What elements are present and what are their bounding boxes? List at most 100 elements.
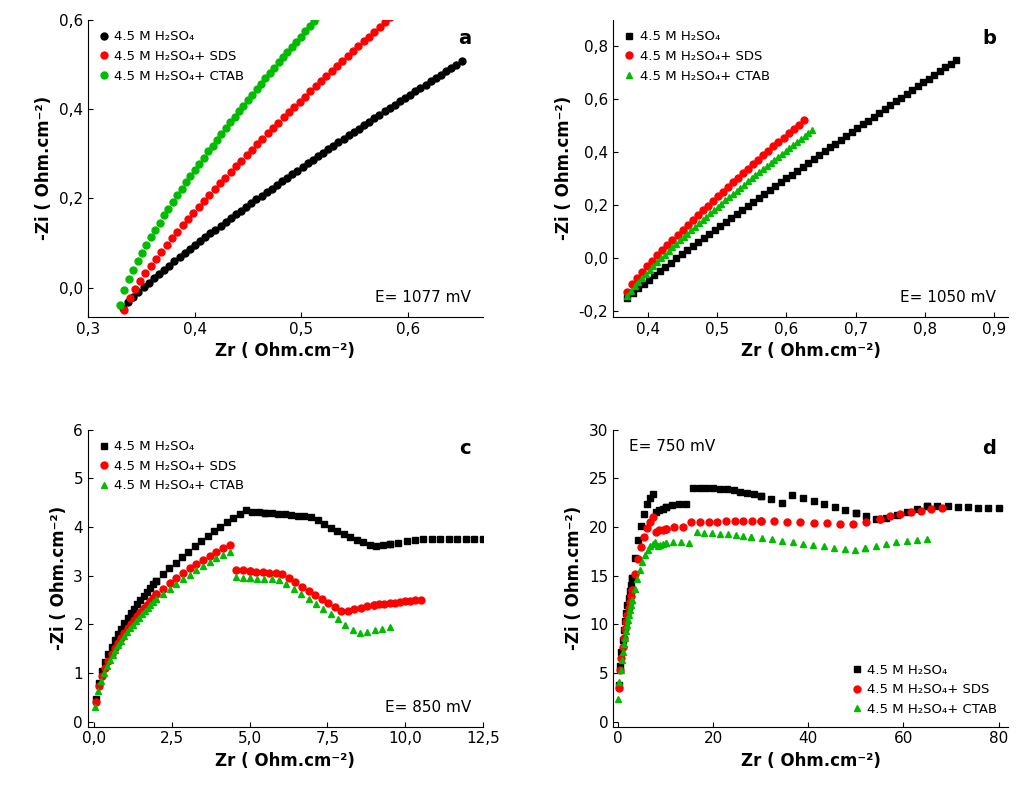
4.5 M H₂SO₄+ CTAB bbox=[700, 212, 712, 222]
4.5 M H₂SO₄+ CTAB bbox=[224, 118, 237, 127]
4.5 M H₂SO₄ bbox=[255, 191, 268, 201]
4.5 M H₂SO₄+ SDS bbox=[692, 210, 704, 220]
4.5 M H₂SO₄+ SDS bbox=[373, 599, 386, 609]
4.5 M H₂SO₄+ SDS bbox=[243, 566, 255, 576]
4.5 M H₂SO₄+ SDS bbox=[196, 555, 209, 565]
4.5 M H₂SO₄+ CTAB bbox=[681, 229, 694, 238]
4.5 M H₂SO₄+ CTAB bbox=[202, 147, 214, 156]
4.5 M H₂SO₄+ CTAB bbox=[636, 273, 648, 283]
4.5 M H₂SO₄ bbox=[635, 521, 647, 530]
4.5 M H₂SO₄+ CTAB bbox=[277, 52, 290, 62]
4.5 M H₂SO₄ bbox=[921, 501, 934, 511]
4.5 M H₂SO₄+ CTAB bbox=[689, 222, 701, 232]
4.5 M H₂SO₄+ CTAB bbox=[295, 32, 307, 41]
Legend: 4.5 M H₂SO₄, 4.5 M H₂SO₄+ SDS, 4.5 M H₂SO₄+ CTAB: 4.5 M H₂SO₄, 4.5 M H₂SO₄+ SDS, 4.5 M H₂S… bbox=[619, 26, 773, 87]
4.5 M H₂SO₄+ CTAB bbox=[674, 236, 687, 245]
4.5 M H₂SO₄ bbox=[118, 619, 130, 628]
4.5 M H₂SO₄+ CTAB bbox=[215, 129, 227, 139]
4.5 M H₂SO₄+ CTAB bbox=[663, 246, 675, 256]
4.5 M H₂SO₄+ CTAB bbox=[285, 42, 298, 52]
Line: 4.5 M H₂SO₄+ CTAB: 4.5 M H₂SO₄+ CTAB bbox=[92, 548, 393, 710]
4.5 M H₂SO₄ bbox=[169, 256, 181, 266]
4.5 M H₂SO₄+ SDS bbox=[874, 514, 886, 523]
4.5 M H₂SO₄+ SDS bbox=[727, 178, 739, 187]
Line: 4.5 M H₂SO₄+ CTAB: 4.5 M H₂SO₄+ CTAB bbox=[624, 126, 816, 300]
4.5 M H₂SO₄+ SDS bbox=[646, 256, 659, 265]
4.5 M H₂SO₄+ SDS bbox=[415, 595, 427, 604]
4.5 M H₂SO₄+ CTAB bbox=[675, 537, 688, 546]
4.5 M H₂SO₄+ CTAB bbox=[696, 215, 708, 225]
4.5 M H₂SO₄ bbox=[266, 508, 278, 518]
4.5 M H₂SO₄+ CTAB bbox=[281, 47, 294, 56]
4.5 M H₂SO₄+ CTAB bbox=[734, 183, 747, 192]
Legend: 4.5 M H₂SO₄, 4.5 M H₂SO₄+ SDS, 4.5 M H₂SO₄+ CTAB: 4.5 M H₂SO₄, 4.5 M H₂SO₄+ SDS, 4.5 M H₂S… bbox=[848, 660, 1002, 720]
4.5 M H₂SO₄+ CTAB bbox=[691, 527, 703, 537]
Line: 4.5 M H₂SO₄+ SDS: 4.5 M H₂SO₄+ SDS bbox=[615, 505, 945, 691]
4.5 M H₂SO₄+ SDS bbox=[224, 168, 237, 177]
4.5 M H₂SO₄+ CTAB bbox=[237, 101, 249, 110]
4.5 M H₂SO₄+ CTAB bbox=[791, 137, 803, 147]
4.5 M H₂SO₄+ CTAB bbox=[114, 300, 126, 310]
4.5 M H₂SO₄+ SDS bbox=[936, 503, 948, 513]
4.5 M H₂SO₄+ SDS bbox=[138, 603, 150, 613]
Line: 4.5 M H₂SO₄: 4.5 M H₂SO₄ bbox=[92, 507, 486, 703]
4.5 M H₂SO₄+ CTAB bbox=[629, 281, 641, 291]
4.5 M H₂SO₄+ CTAB bbox=[180, 178, 192, 187]
4.5 M H₂SO₄+ SDS bbox=[737, 168, 750, 178]
4.5 M H₂SO₄+ CTAB bbox=[704, 209, 717, 218]
Text: E= 850 mV: E= 850 mV bbox=[385, 700, 472, 715]
4.5 M H₂SO₄+ CTAB bbox=[787, 140, 799, 149]
4.5 M H₂SO₄+ CTAB bbox=[632, 277, 644, 287]
4.5 M H₂SO₄ bbox=[240, 505, 252, 515]
4.5 M H₂SO₄ bbox=[141, 587, 153, 596]
4.5 M H₂SO₄+ CTAB bbox=[97, 669, 110, 678]
4.5 M H₂SO₄+ SDS bbox=[404, 596, 417, 606]
4.5 M H₂SO₄+ SDS bbox=[209, 184, 221, 194]
4.5 M H₂SO₄+ CTAB bbox=[764, 158, 777, 168]
4.5 M H₂SO₄+ CTAB bbox=[716, 199, 728, 209]
4.5 M H₂SO₄+ CTAB bbox=[308, 17, 321, 26]
4.5 M H₂SO₄+ SDS bbox=[219, 173, 232, 183]
4.5 M H₂SO₄+ CTAB bbox=[727, 189, 739, 198]
4.5 M H₂SO₄+ SDS bbox=[626, 279, 638, 289]
4.5 M H₂SO₄+ CTAB bbox=[711, 202, 724, 212]
4.5 M H₂SO₄+ CTAB bbox=[730, 186, 742, 195]
4.5 M H₂SO₄+ CTAB bbox=[677, 232, 690, 241]
4.5 M H₂SO₄+ SDS bbox=[717, 187, 729, 196]
Line: 4.5 M H₂SO₄+ CTAB: 4.5 M H₂SO₄+ CTAB bbox=[117, 8, 326, 308]
4.5 M H₂SO₄+ SDS bbox=[651, 251, 664, 260]
4.5 M H₂SO₄+ CTAB bbox=[618, 633, 631, 642]
Text: c: c bbox=[459, 438, 472, 457]
4.5 M H₂SO₄+ CTAB bbox=[291, 37, 303, 46]
4.5 M H₂SO₄+ CTAB bbox=[620, 291, 633, 301]
4.5 M H₂SO₄+ CTAB bbox=[794, 134, 807, 144]
4.5 M H₂SO₄+ CTAB bbox=[162, 204, 175, 214]
4.5 M H₂SO₄+ CTAB bbox=[771, 152, 784, 162]
Line: 4.5 M H₂SO₄+ SDS: 4.5 M H₂SO₄+ SDS bbox=[624, 117, 808, 295]
4.5 M H₂SO₄+ SDS bbox=[711, 517, 724, 526]
4.5 M H₂SO₄+ CTAB bbox=[118, 285, 130, 295]
4.5 M H₂SO₄+ CTAB bbox=[258, 574, 271, 584]
Legend: 4.5 M H₂SO₄, 4.5 M H₂SO₄+ SDS, 4.5 M H₂SO₄+ CTAB: 4.5 M H₂SO₄, 4.5 M H₂SO₄+ SDS, 4.5 M H₂S… bbox=[94, 436, 248, 496]
4.5 M H₂SO₄+ CTAB bbox=[777, 536, 789, 545]
4.5 M H₂SO₄+ CTAB bbox=[145, 233, 157, 242]
4.5 M H₂SO₄+ CTAB bbox=[783, 143, 795, 152]
4.5 M H₂SO₄+ SDS bbox=[742, 164, 755, 173]
4.5 M H₂SO₄+ CTAB bbox=[166, 197, 179, 206]
Line: 4.5 M H₂SO₄+ SDS: 4.5 M H₂SO₄+ SDS bbox=[92, 542, 424, 705]
4.5 M H₂SO₄+ CTAB bbox=[184, 172, 196, 181]
4.5 M H₂SO₄+ CTAB bbox=[707, 206, 720, 215]
4.5 M H₂SO₄ bbox=[818, 147, 830, 156]
4.5 M H₂SO₄+ SDS bbox=[172, 227, 184, 237]
4.5 M H₂SO₄+ CTAB bbox=[127, 265, 140, 275]
4.5 M H₂SO₄+ CTAB bbox=[264, 68, 276, 78]
4.5 M H₂SO₄ bbox=[736, 205, 749, 214]
4.5 M H₂SO₄ bbox=[613, 680, 626, 689]
4.5 M H₂SO₄+ CTAB bbox=[640, 268, 652, 278]
4.5 M H₂SO₄+ CTAB bbox=[647, 261, 660, 271]
4.5 M H₂SO₄ bbox=[90, 695, 102, 704]
4.5 M H₂SO₄+ CTAB bbox=[746, 174, 758, 183]
4.5 M H₂SO₄ bbox=[193, 237, 206, 246]
4.5 M H₂SO₄+ SDS bbox=[752, 155, 764, 164]
4.5 M H₂SO₄+ SDS bbox=[808, 518, 820, 527]
